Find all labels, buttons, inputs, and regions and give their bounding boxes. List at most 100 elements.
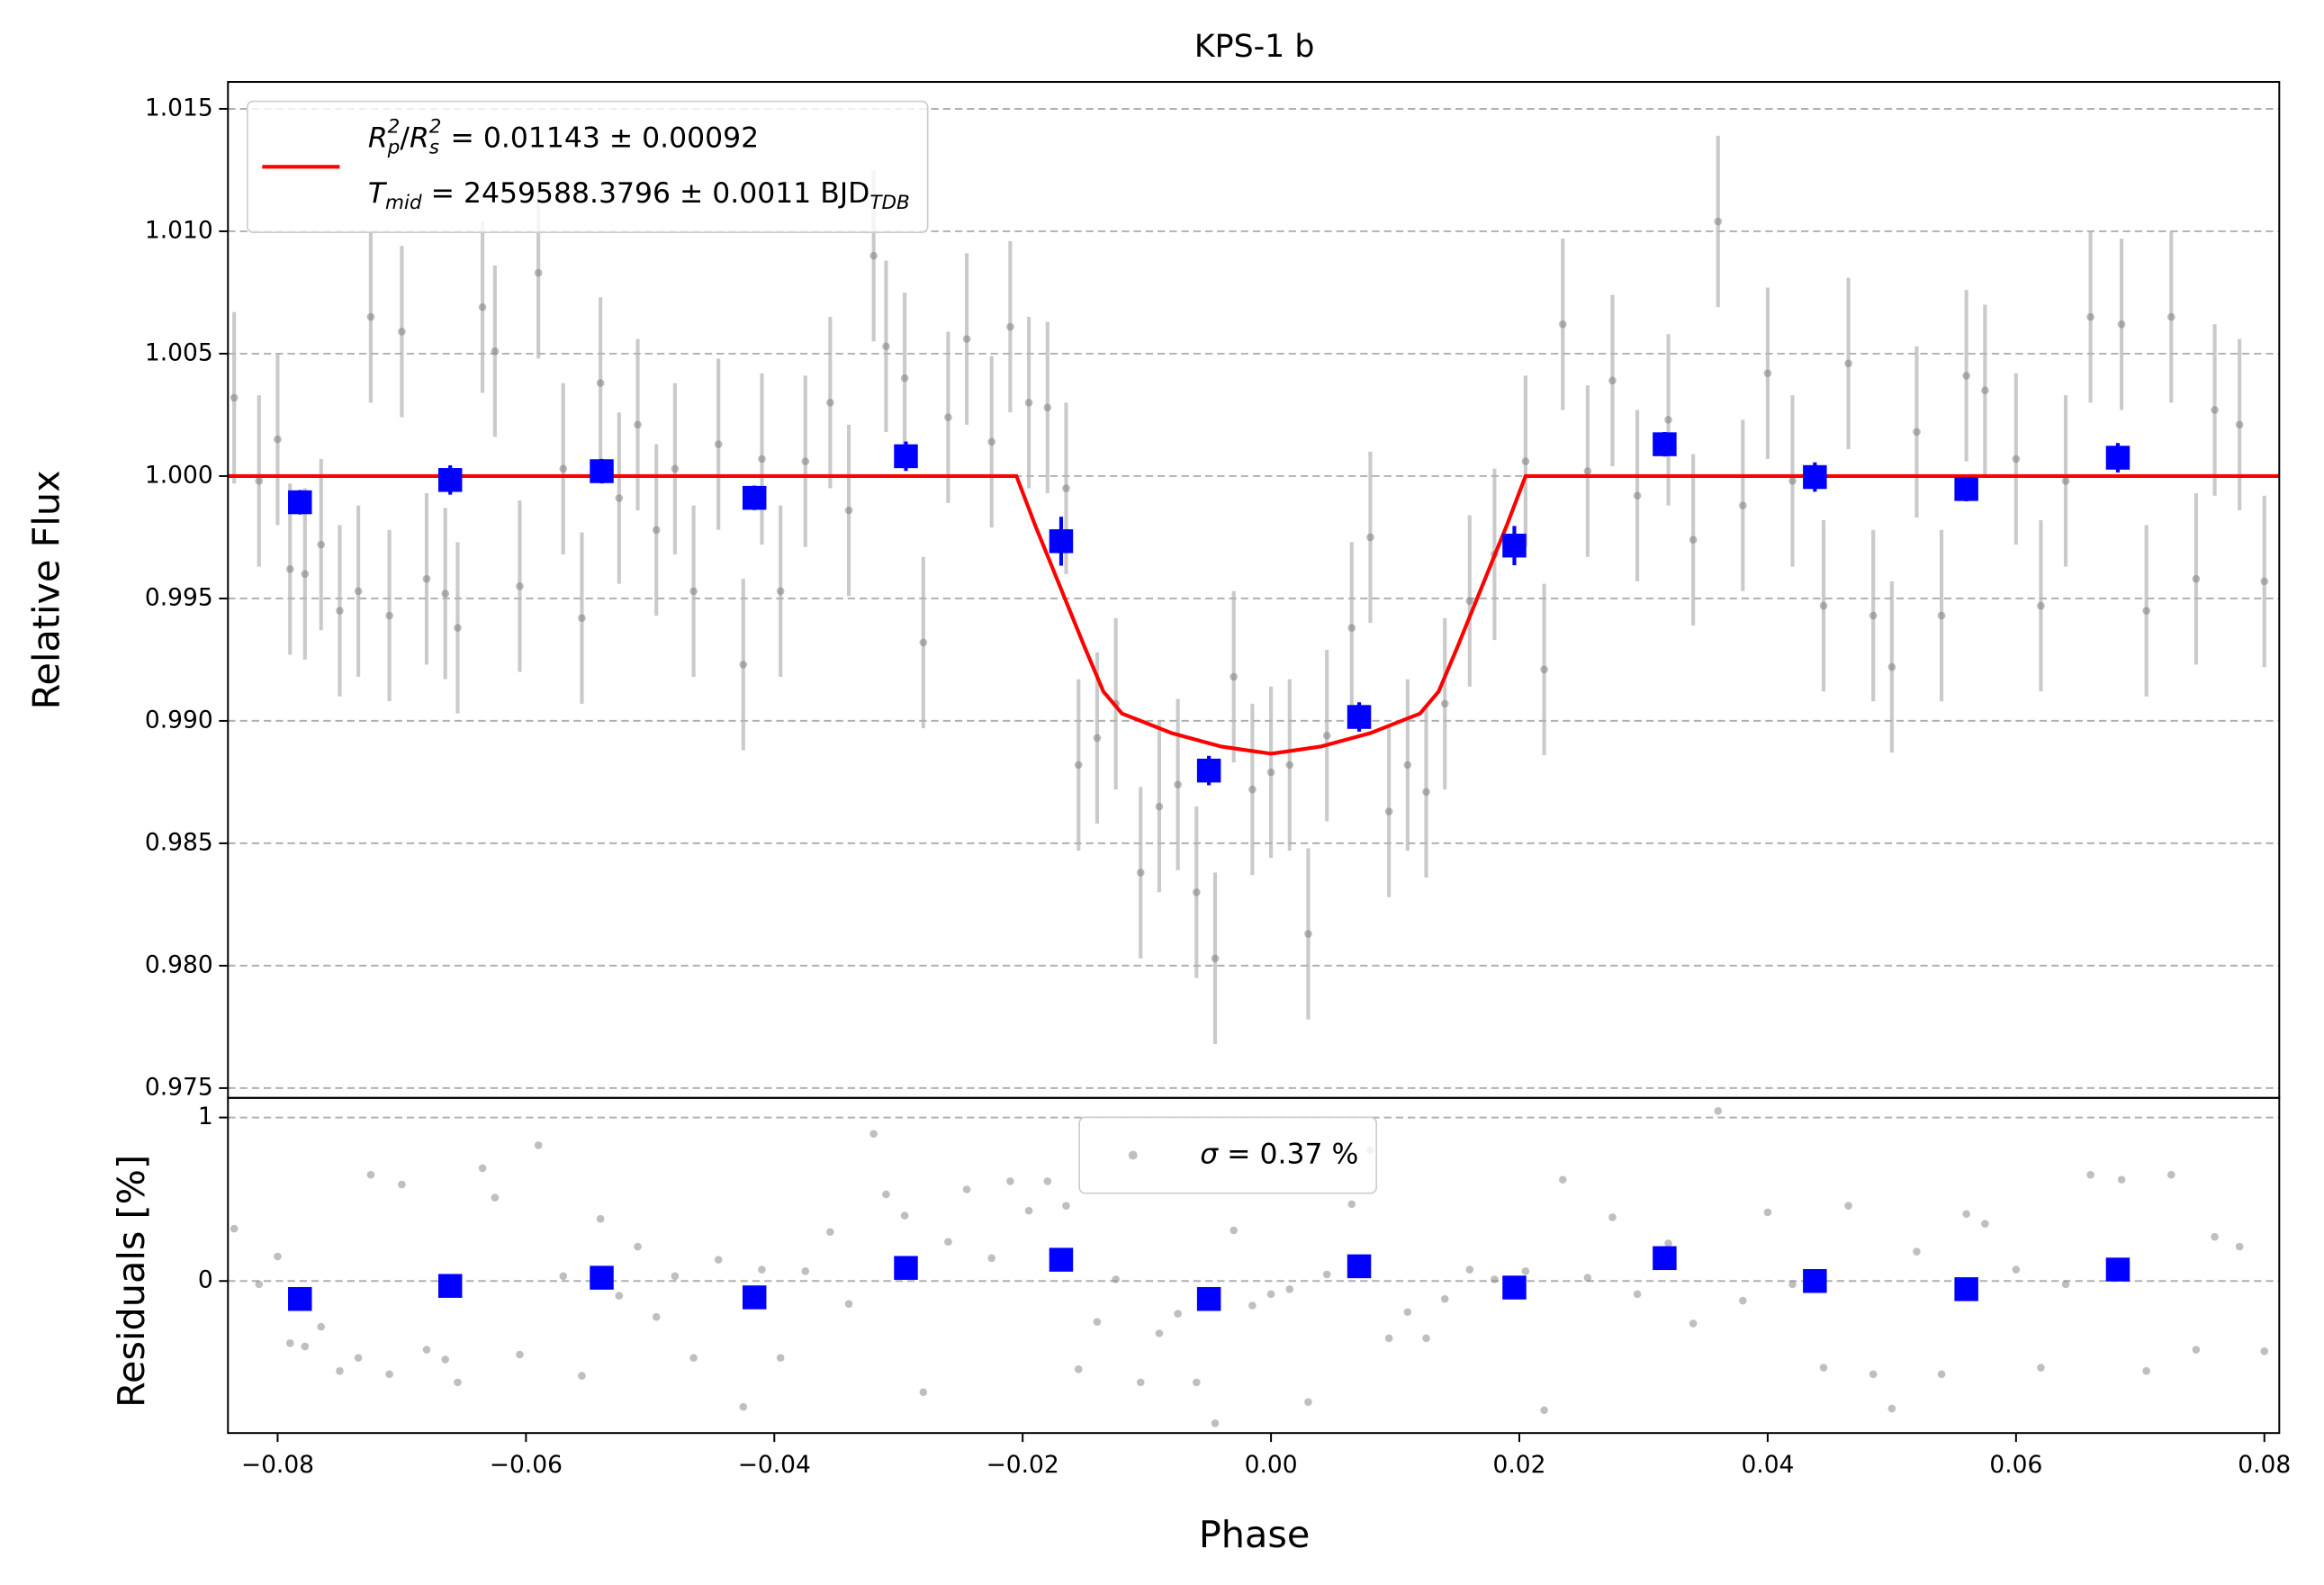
data-point — [1006, 322, 1014, 331]
data-point — [1844, 359, 1852, 368]
residual-point — [1937, 1370, 1946, 1379]
binned-point — [894, 1256, 918, 1280]
residual-point — [1887, 1404, 1896, 1413]
residual-point — [1384, 1334, 1393, 1343]
data-point — [1714, 217, 1723, 226]
residual-point — [900, 1211, 909, 1220]
residual-point — [2192, 1346, 2201, 1354]
residual-point — [1403, 1308, 1412, 1317]
y-tick-label: 1.005 — [145, 338, 213, 366]
binned-point — [742, 1285, 767, 1310]
residual-point — [354, 1354, 363, 1362]
data-point — [652, 526, 661, 535]
residual-point — [534, 1141, 543, 1149]
data-point — [1024, 399, 1033, 407]
data-point — [987, 437, 996, 446]
residual-point — [2142, 1366, 2150, 1375]
data-point — [776, 587, 785, 596]
data-point — [2037, 601, 2045, 610]
residual-point — [596, 1214, 605, 1223]
data-point — [2235, 420, 2244, 429]
data-point — [1981, 386, 1989, 395]
residual-point — [1583, 1274, 1592, 1282]
data-point — [1285, 761, 1294, 770]
data-point — [336, 607, 344, 615]
data-point — [2117, 320, 2126, 329]
residual-point — [1093, 1318, 1102, 1326]
legend-text-part: s — [429, 137, 439, 159]
legend-text-part: σ — [1200, 1139, 1219, 1171]
residual-point — [987, 1254, 996, 1263]
data-point — [1043, 403, 1052, 412]
binned-point — [1347, 1254, 1372, 1279]
legend-text-part: T — [368, 177, 388, 210]
data-point — [2211, 406, 2219, 414]
data-point — [1664, 416, 1672, 424]
binned-point — [288, 490, 312, 515]
legend-frame — [1078, 1116, 1378, 1194]
binned-point — [437, 1274, 463, 1298]
residual-point — [398, 1180, 406, 1189]
residual-point — [1174, 1310, 1182, 1318]
binned-point — [1653, 432, 1677, 456]
data-point — [534, 268, 543, 277]
residual-point — [776, 1354, 785, 1362]
data-point — [1347, 624, 1356, 632]
y-tick-label: 0.995 — [145, 583, 213, 611]
residual-point — [336, 1366, 344, 1375]
residual-point — [2012, 1265, 2021, 1274]
y-axis-label: Relative Flux — [25, 470, 68, 709]
x-axis-label: Phase — [1199, 1513, 1311, 1556]
binned-point — [1653, 1246, 1677, 1271]
residual-point — [1689, 1319, 1698, 1328]
legend-text-part: R — [368, 122, 388, 155]
legend-text-part: 2 — [388, 116, 401, 139]
y-tick-label: 1.015 — [145, 94, 213, 122]
data-point — [1136, 869, 1145, 877]
data-point — [1913, 428, 1921, 437]
legend-text-part: TDB — [869, 192, 909, 214]
residual-point — [1304, 1398, 1312, 1406]
y-tick-label: 1.010 — [145, 216, 213, 244]
data-point — [1304, 930, 1312, 938]
binned-point — [1347, 705, 1372, 729]
residual-point — [1763, 1208, 1772, 1217]
data-point — [1937, 611, 1946, 620]
x-tick-label: −0.04 — [738, 1451, 811, 1479]
binned-point — [1049, 529, 1074, 554]
data-point — [596, 379, 605, 387]
residual-point — [844, 1300, 853, 1308]
residual-point — [1633, 1290, 1642, 1299]
residual-point — [1112, 1275, 1120, 1283]
residual-point — [1913, 1247, 1921, 1256]
residual-point — [1006, 1177, 1014, 1185]
residual-point — [714, 1256, 723, 1264]
residual-point — [1155, 1329, 1164, 1337]
data-point — [1193, 888, 1201, 896]
residual-point — [478, 1164, 487, 1173]
binned-point — [590, 1265, 614, 1290]
legend-text-part: = 0.37 % — [1218, 1139, 1358, 1171]
residual-point — [869, 1130, 878, 1139]
residual-point — [1211, 1418, 1220, 1427]
data-point — [1230, 672, 1239, 681]
x-tick-label: 0.06 — [1989, 1451, 2042, 1479]
residual-point — [1540, 1406, 1548, 1415]
binned-point — [590, 459, 614, 483]
residual-point — [441, 1355, 449, 1364]
residual-point — [1869, 1370, 1878, 1379]
residual-point — [1465, 1265, 1474, 1274]
data-point — [900, 374, 909, 383]
residual-point — [1422, 1334, 1430, 1343]
residual-point — [2117, 1175, 2126, 1184]
x-tick-label: 0.04 — [1741, 1451, 1794, 1479]
data-point — [578, 614, 586, 622]
binned-point — [1196, 758, 1221, 783]
x-tick-label: 0.08 — [2238, 1451, 2291, 1479]
data-point — [454, 624, 462, 632]
data-point — [944, 413, 952, 421]
data-point — [1583, 467, 1592, 475]
residual-point — [758, 1265, 766, 1274]
